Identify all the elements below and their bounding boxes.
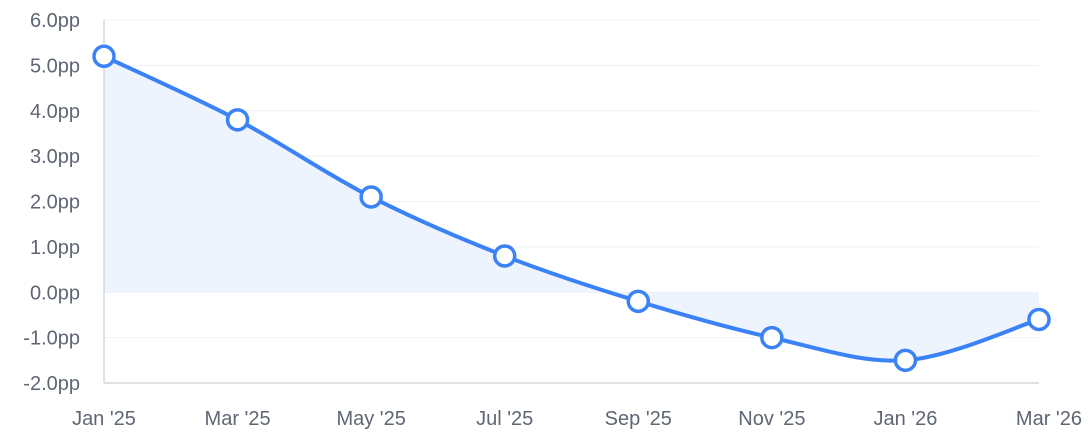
data-point[interactable] [359, 185, 383, 209]
data-point[interactable] [92, 44, 116, 69]
data-point[interactable] [893, 348, 918, 373]
y-tick-label: 3.0pp [30, 146, 80, 168]
y-tick-label: 1.0pp [30, 237, 80, 259]
y-tick-label: -1.0pp [23, 328, 80, 350]
x-tick-label: Jul '25 [476, 408, 533, 430]
x-tick-label: Jan '25 [72, 408, 136, 430]
data-point[interactable] [225, 108, 250, 132]
y-tick-label: -2.0pp [23, 373, 80, 395]
x-tick-label: Sep '25 [605, 408, 672, 430]
y-tick-label: 2.0pp [30, 192, 80, 214]
x-tick-label: May '25 [336, 408, 405, 430]
y-tick-label: 4.0pp [30, 101, 80, 123]
y-axis-tick-labels: 6.0pp 5.0pp 4.0pp 3.0pp 2.0pp 1.0pp 0.0pp -1.0p… [23, 10, 80, 395]
x-tick-label: Jan '26 [873, 408, 937, 430]
axes [103, 20, 1039, 384]
data-point[interactable] [626, 289, 651, 314]
x-axis-tick-labels: Jan '25 Mar '25 May '25 Jul '25 Sep '25 Nov '… [72, 408, 1082, 430]
series-area-fill [104, 56, 1039, 361]
x-tick-label: Nov '25 [738, 408, 805, 430]
data-point[interactable] [760, 325, 784, 350]
y-tick-label: 5.0pp [30, 55, 80, 77]
x-tick-label: Mar '26 [1016, 408, 1082, 430]
data-points [92, 44, 1051, 373]
y-tick-label: 0.0pp [30, 282, 80, 304]
x-tick-label: Mar '25 [205, 408, 271, 430]
data-point[interactable] [492, 244, 517, 268]
data-point[interactable] [1027, 307, 1051, 332]
y-tick-label: 6.0pp [30, 10, 80, 32]
